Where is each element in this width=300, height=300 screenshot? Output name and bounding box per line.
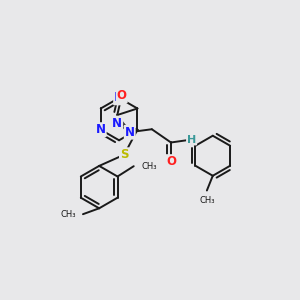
Text: N: N	[96, 123, 106, 136]
Text: N: N	[114, 92, 124, 104]
Text: O: O	[166, 155, 176, 168]
Text: N: N	[125, 126, 135, 139]
Text: CH₃: CH₃	[199, 196, 214, 205]
Text: N: N	[112, 117, 122, 130]
Text: H: H	[187, 134, 196, 145]
Text: CH₃: CH₃	[141, 162, 157, 171]
Text: S: S	[120, 148, 128, 161]
Text: CH₃: CH₃	[60, 210, 76, 219]
Text: O: O	[117, 89, 127, 102]
